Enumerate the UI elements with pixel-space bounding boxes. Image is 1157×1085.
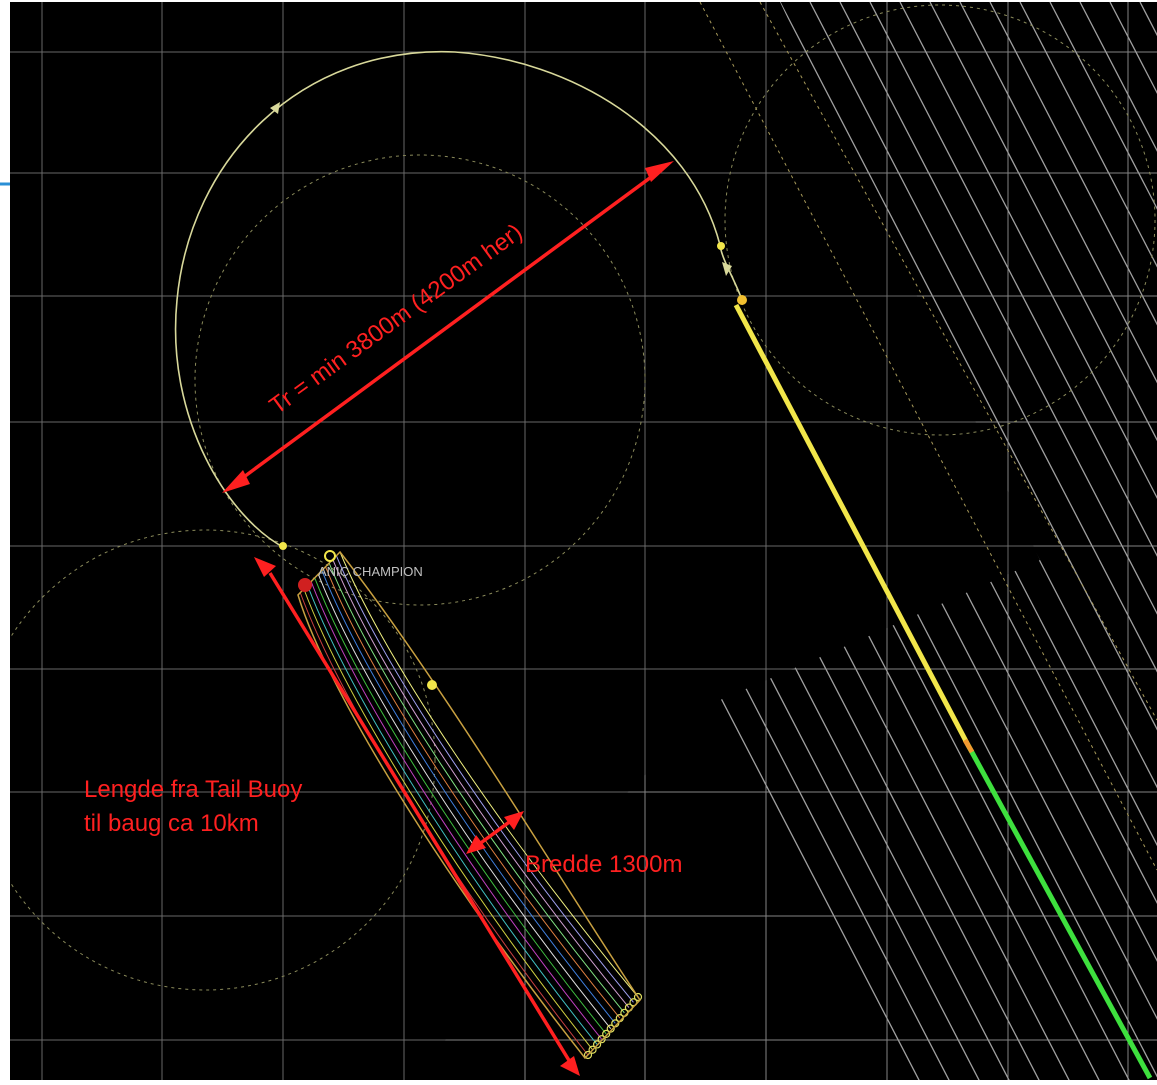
turn-radius-arrow [235,170,660,484]
streamer-line [306,584,598,1045]
hatch-line [899,2,1157,500]
tail-buoy-marker [583,1050,593,1060]
tail-buoy-marker [602,1029,611,1039]
width-label: Bredde 1300m [525,851,682,878]
width-arrow [476,818,514,847]
streamer-outline [297,550,641,1060]
arrowhead-icon [254,557,276,577]
arrowhead-icon [560,1056,580,1076]
tail-buoy-marker [606,1024,615,1033]
hatch-line [959,2,1157,384]
turn-track [174,50,743,549]
streamer-line [310,580,603,1040]
tail-buoy-marker [597,1035,606,1044]
hatch-line [1049,2,1157,210]
turn-arrow-icon [722,262,732,276]
length-arrow [268,572,572,1063]
waypoint-dot [427,680,437,690]
sail-line-planned [733,303,971,747]
hatch-line [779,2,1157,731]
streamer-line [324,566,621,1019]
tail-buoy-marker [633,992,643,1002]
sail-line-recorded [965,743,1153,1080]
arrowhead-icon [504,811,524,830]
tail-buoy-marker [588,1045,597,1054]
hatch-line [809,2,1157,673]
sail-line-transition [962,738,975,754]
vessel-label: ANIC CHAMPION [318,564,423,579]
arrowhead-icon [222,470,250,493]
range-circle [10,529,436,991]
range-circle [724,4,1156,436]
streamer-line [303,588,593,1051]
hatch-line [1019,2,1157,268]
arrowheads [222,161,674,1076]
annotation-arrows [235,170,660,1063]
line-start-marker [737,295,747,305]
hatch-line [989,2,1157,326]
range-circle [194,154,646,606]
boundary-line [699,2,1157,871]
hatch-line [869,2,1157,557]
turn-arrow-icon [270,102,280,114]
arrowhead-icon [466,835,486,854]
streamer-line [321,569,616,1024]
vessel-marker [298,578,312,592]
hatch-line [929,2,1157,442]
streamer-line [335,555,634,1003]
tail-buoy-marker [592,1040,602,1049]
streamer-line [317,573,612,1029]
buoy-marker [324,550,336,562]
length-label-line2: til baug ca 10km [84,810,259,837]
arrowhead-icon [645,161,674,182]
waypoint-dot [279,542,287,550]
length-label-line1: Lengde fra Tail Buoy [84,776,302,803]
streamer-line [332,559,630,1008]
streamer-line [339,551,639,998]
streamer-spread [299,551,643,1060]
streamer-line [314,577,607,1035]
range-circles [10,4,1156,991]
hatch-line [839,2,1157,615]
streamer-line [328,562,625,1014]
waypoint-dot [717,242,725,250]
